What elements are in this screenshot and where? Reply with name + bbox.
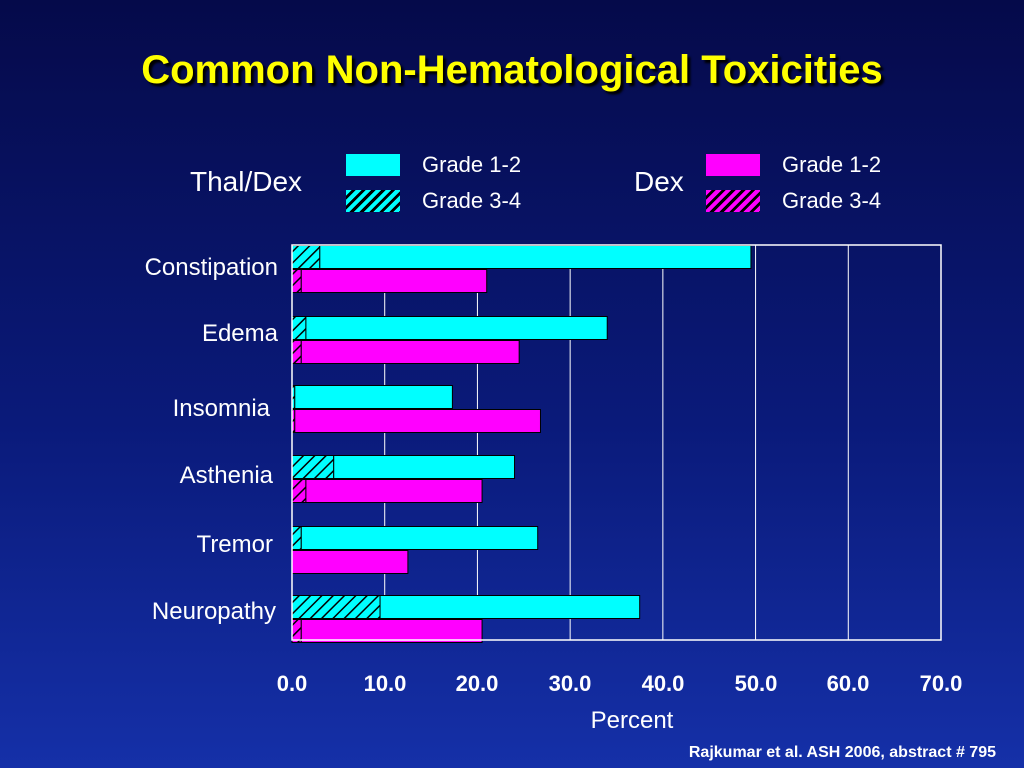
legend-swatch-thal-dex-grade-1-2	[346, 154, 400, 176]
legend-label-dex-grade-3-4: Grade 3-4	[782, 188, 882, 213]
x-tick-label: 20.0	[455, 671, 499, 696]
x-tick-label: 50.0	[734, 671, 778, 696]
bar-neuropathy-dex-grade-1-2	[300, 619, 483, 643]
category-label-edema: Edema	[201, 320, 278, 347]
bar-tremor-thal-dex-grade-1-2	[300, 526, 539, 550]
legend-label-thal-dex-grade-3-4: Grade 3-4	[422, 188, 522, 213]
bar-constipation-dex-grade-3-4	[291, 269, 302, 293]
bar-edema-thal-dex-grade-3-4	[291, 316, 307, 340]
bar-tremor-thal-dex-grade-3-4	[291, 526, 302, 550]
bar-edema-dex-grade-3-4	[291, 340, 302, 364]
bar-constipation-thal-dex-grade-3-4	[291, 245, 321, 269]
source-citation: Rajkumar et al. ASH 2006, abstract # 795	[688, 744, 996, 761]
bar-asthenia-thal-dex-grade-3-4	[291, 455, 335, 479]
bar-asthenia-dex-grade-3-4	[291, 479, 307, 503]
bar-constipation-thal-dex-grade-1-2	[319, 245, 752, 269]
bar-neuropathy-dex-grade-3-4	[291, 619, 302, 643]
x-axis-title: Percent	[590, 707, 674, 734]
bar-insomnia-dex-grade-1-2	[294, 409, 541, 433]
x-tick-label: 70.0	[919, 671, 963, 696]
chart-title: Common Non-Hematological Toxicities	[141, 48, 883, 92]
x-tick-label: 0.0	[276, 671, 308, 696]
bar-tremor-dex-grade-1-2	[291, 550, 409, 574]
legend-group-thal-dex: Thal/Dex	[190, 166, 303, 197]
x-tick-label: 60.0	[826, 671, 870, 696]
bar-neuropathy-thal-dex-grade-1-2	[379, 595, 641, 619]
bar-insomnia-thal-dex-grade-1-2	[294, 385, 453, 409]
bar-edema-dex-grade-1-2	[300, 340, 520, 364]
legend-label-dex-grade-1-2: Grade 1-2	[782, 152, 882, 177]
bars	[291, 245, 752, 643]
x-tick-label: 30.0	[548, 671, 592, 696]
bar-asthenia-thal-dex-grade-1-2	[333, 455, 516, 479]
category-label-insomnia: Insomnia	[172, 395, 270, 422]
legend-group-dex: Dex	[634, 166, 684, 197]
category-label-neuropathy: Neuropathy	[151, 598, 276, 625]
grid-lines	[384, 245, 849, 640]
bar-edema-thal-dex-grade-1-2	[305, 316, 608, 340]
bar-neuropathy-thal-dex-grade-3-4	[291, 595, 381, 619]
x-tick-label: 10.0	[363, 671, 407, 696]
legend-swatch-dex-grade-3-4	[706, 190, 760, 212]
category-label-constipation: Constipation	[144, 254, 278, 281]
legend-label-thal-dex-grade-1-2: Grade 1-2	[422, 152, 522, 177]
category-label-tremor: Tremor	[196, 531, 273, 558]
bar-constipation-dex-grade-1-2	[300, 269, 488, 293]
x-tick-label: 40.0	[641, 671, 685, 696]
category-label-asthenia: Asthenia	[179, 462, 273, 489]
plot-border	[291, 244, 942, 641]
legend-swatch-thal-dex-grade-3-4	[346, 190, 400, 212]
legend-swatch-dex-grade-1-2	[706, 154, 760, 176]
bar-asthenia-dex-grade-1-2	[305, 479, 483, 503]
